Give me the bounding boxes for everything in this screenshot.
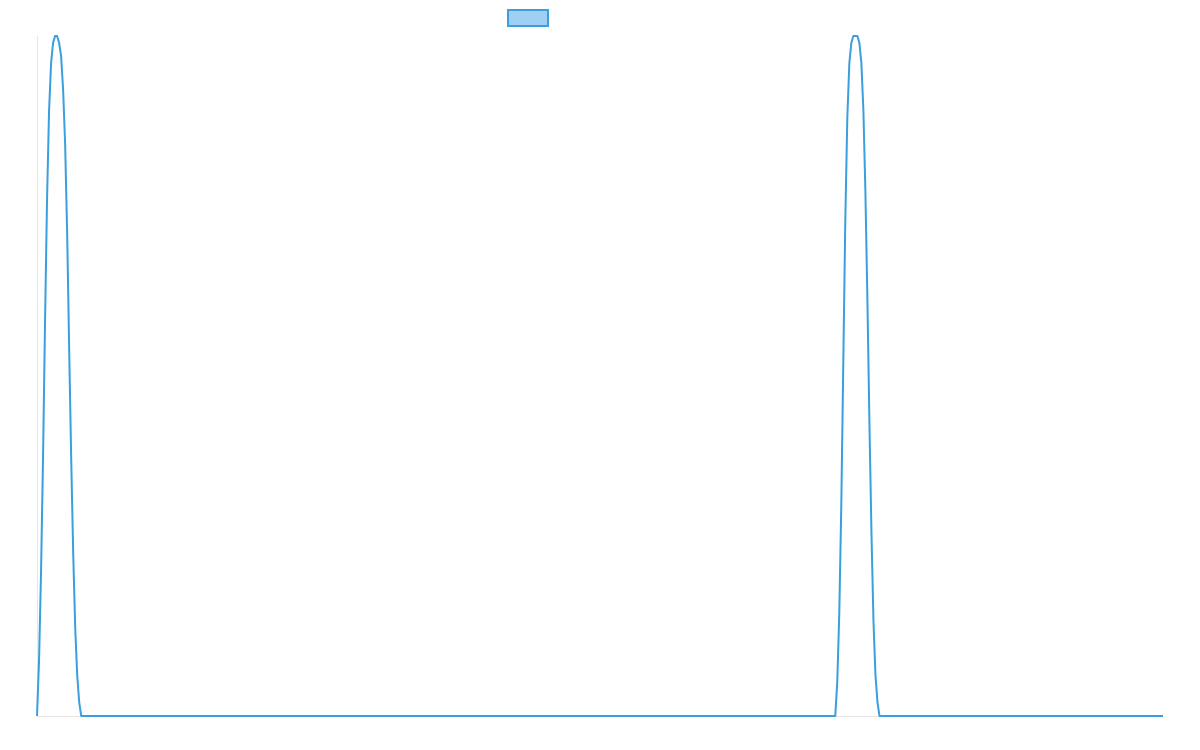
series-line: [36, 35, 1163, 717]
legend-item[interactable]: [507, 9, 549, 27]
legend-swatch: [507, 9, 549, 27]
